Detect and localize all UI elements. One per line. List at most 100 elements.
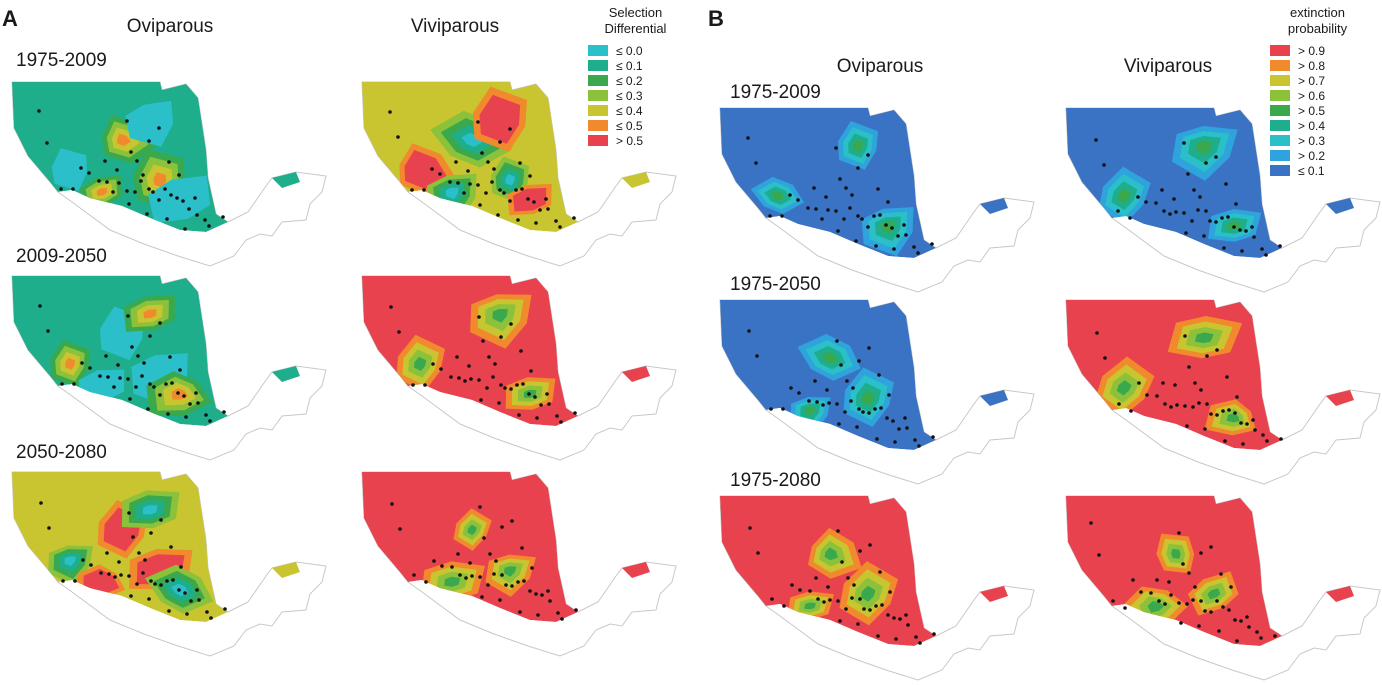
occurrence-point xyxy=(486,583,490,587)
occurrence-point xyxy=(117,560,121,564)
occurrence-point xyxy=(89,563,93,567)
occurrence-point xyxy=(45,141,49,145)
interpolated-surface xyxy=(12,276,228,426)
legend-swatch xyxy=(1270,60,1290,71)
occurrence-point xyxy=(1222,246,1226,250)
map-b-oviparous-1975-2009 xyxy=(719,107,1035,293)
map-b-viviparous-1975-2009 xyxy=(1065,107,1381,293)
occurrence-point xyxy=(466,169,470,173)
contour-band xyxy=(824,547,838,561)
occurrence-point xyxy=(768,214,772,218)
occurrence-point xyxy=(141,173,145,177)
occurrence-point xyxy=(480,595,484,599)
occurrence-point xyxy=(806,206,810,210)
occurrence-point xyxy=(1185,424,1189,428)
occurrence-point xyxy=(780,214,784,218)
occurrence-point xyxy=(179,565,183,569)
occurrence-point xyxy=(1264,253,1268,257)
occurrence-point xyxy=(1202,234,1206,238)
occurrence-point xyxy=(458,573,462,577)
legend-label: ≤ 0.0 xyxy=(616,43,643,58)
occurrence-point xyxy=(748,526,752,530)
occurrence-point xyxy=(556,611,560,615)
legend-title-line-2: Differential xyxy=(604,21,667,36)
contour-band xyxy=(1147,601,1164,613)
occurrence-point xyxy=(153,582,157,586)
occurrence-point xyxy=(842,217,846,221)
contour-band xyxy=(51,148,87,191)
occurrence-point xyxy=(1145,393,1149,397)
occurrence-point xyxy=(1253,428,1257,432)
occurrence-point xyxy=(808,589,812,593)
yucatan-patch xyxy=(272,172,300,188)
contour-band xyxy=(1226,413,1240,423)
occurrence-point xyxy=(177,588,181,592)
occurrence-point xyxy=(165,579,169,583)
occurrence-point xyxy=(157,126,161,130)
occurrence-point xyxy=(1224,182,1228,186)
occurrence-point xyxy=(886,613,890,617)
contour-band xyxy=(116,133,131,146)
occurrence-point xyxy=(816,597,820,601)
occurrence-point xyxy=(188,402,192,406)
occurrence-point xyxy=(558,225,562,229)
occurrence-point xyxy=(533,395,537,399)
occurrence-point xyxy=(1190,219,1194,223)
occurrence-point xyxy=(886,200,890,204)
occurrence-point xyxy=(878,570,882,574)
occurrence-point xyxy=(1209,610,1213,614)
panel-b-letter: B xyxy=(708,6,724,31)
occurrence-point xyxy=(1169,593,1173,597)
occurrence-point xyxy=(1169,405,1173,409)
map-a-viviparous-2050-2080 xyxy=(361,471,677,657)
occurrence-point xyxy=(183,227,187,231)
occurrence-point xyxy=(438,172,442,176)
occurrence-point xyxy=(1219,572,1223,576)
occurrence-point xyxy=(107,572,111,576)
occurrence-point xyxy=(390,502,394,506)
occurrence-point xyxy=(797,391,801,395)
occurrence-point xyxy=(826,585,830,589)
yucatan-patch xyxy=(980,390,1008,406)
occurrence-point xyxy=(439,367,443,371)
legend-label: ≤ 0.1 xyxy=(616,58,643,73)
legend-label: ≤ 0.2 xyxy=(616,73,643,88)
occurrence-point xyxy=(147,597,151,601)
occurrence-point xyxy=(898,617,902,621)
occurrence-point xyxy=(510,584,514,588)
contour-band xyxy=(805,406,816,416)
occurrence-point xyxy=(159,583,163,587)
occurrence-point xyxy=(520,187,524,191)
extinction-probability-legend-items: > 0.9 > 0.8 > 0.7 > 0.6 > 0.5 > 0.4 > 0.3 > 0.2… xyxy=(1270,43,1365,178)
occurrence-point xyxy=(574,608,578,612)
map-b-viviparous-1975-2050 xyxy=(1065,299,1381,485)
legend-swatch xyxy=(588,120,608,131)
occurrence-point xyxy=(837,422,841,426)
occurrence-point xyxy=(1238,228,1242,232)
occurrence-point xyxy=(527,392,531,396)
occurrence-point xyxy=(1102,163,1106,167)
occurrence-point xyxy=(756,551,760,555)
occurrence-point xyxy=(1239,619,1243,623)
occurrence-point xyxy=(822,600,826,604)
occurrence-point xyxy=(502,191,506,195)
occurrence-point xyxy=(1209,545,1213,549)
occurrence-point xyxy=(930,242,934,246)
legend-title-line-1: extinction xyxy=(1290,5,1345,20)
occurrence-point xyxy=(913,438,917,442)
occurrence-point xyxy=(1172,197,1176,201)
contour-band xyxy=(64,556,76,567)
occurrence-point xyxy=(80,361,84,365)
contour-band xyxy=(804,602,816,610)
panel-a-period-1: 1975-2009 xyxy=(16,50,107,71)
occurrence-point xyxy=(182,394,186,398)
occurrence-point xyxy=(468,182,472,186)
legend-swatch xyxy=(588,105,608,116)
occurrence-point xyxy=(872,214,876,218)
occurrence-point xyxy=(1183,334,1187,338)
occurrence-point xyxy=(1129,409,1133,413)
occurrence-point xyxy=(858,549,862,553)
occurrence-point xyxy=(1139,590,1143,594)
legend-label: > 0.5 xyxy=(616,133,644,148)
occurrence-point xyxy=(87,171,91,175)
